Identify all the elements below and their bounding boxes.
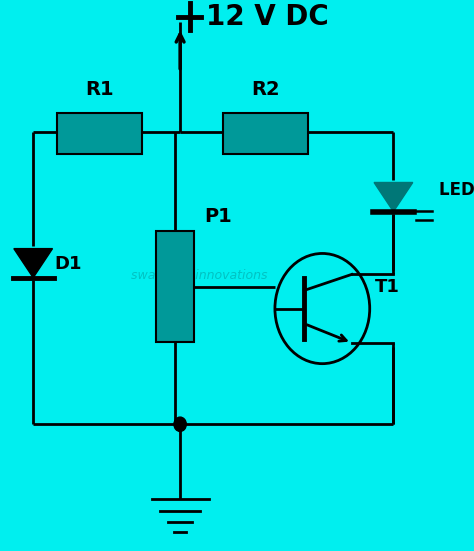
Text: P1: P1 [204,207,232,226]
Text: T1: T1 [374,278,399,295]
Polygon shape [14,249,53,278]
Bar [57,113,142,154]
Bar [156,231,194,342]
Text: LED 1: LED 1 [439,181,474,199]
Text: 12 V DC: 12 V DC [206,3,329,30]
Bar [223,113,308,154]
Text: D1: D1 [55,256,82,273]
Circle shape [174,417,186,431]
Polygon shape [374,182,413,212]
Text: R2: R2 [251,80,280,99]
Text: swagatan innovations: swagatan innovations [131,269,267,282]
Text: R1: R1 [85,80,114,99]
